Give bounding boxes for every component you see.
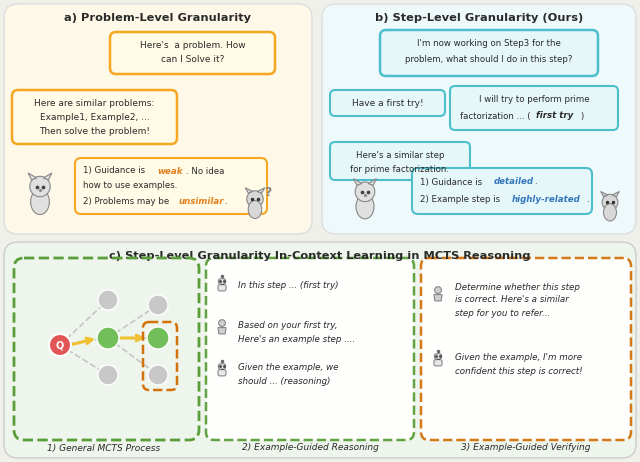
- Text: b) Step-Level Granularity (Ours): b) Step-Level Granularity (Ours): [375, 13, 583, 23]
- FancyBboxPatch shape: [380, 30, 598, 76]
- Text: Determine whether this step: Determine whether this step: [455, 282, 580, 292]
- Text: for prime factorization.: for prime factorization.: [351, 164, 449, 174]
- Text: In this step ... (first try): In this step ... (first try): [238, 281, 339, 291]
- Polygon shape: [245, 188, 253, 193]
- Circle shape: [219, 320, 225, 327]
- Polygon shape: [353, 179, 362, 185]
- Circle shape: [98, 290, 118, 310]
- Text: ): ): [580, 111, 583, 121]
- Ellipse shape: [31, 189, 49, 214]
- Ellipse shape: [356, 194, 374, 219]
- Text: detailed: detailed: [494, 177, 534, 187]
- Polygon shape: [257, 188, 265, 193]
- FancyBboxPatch shape: [12, 90, 177, 144]
- FancyBboxPatch shape: [421, 258, 631, 440]
- FancyBboxPatch shape: [218, 370, 226, 376]
- Ellipse shape: [604, 204, 616, 221]
- Text: 1) Guidance is: 1) Guidance is: [83, 166, 148, 176]
- FancyBboxPatch shape: [110, 32, 275, 74]
- Text: step for you to refer...: step for you to refer...: [455, 309, 550, 317]
- Text: 2) Example-Guided Reasoning: 2) Example-Guided Reasoning: [241, 444, 378, 452]
- Text: Example1, Example2, ...: Example1, Example2, ...: [40, 113, 149, 122]
- Text: Based on your first try,: Based on your first try,: [238, 322, 337, 330]
- Text: . No idea: . No idea: [186, 166, 225, 176]
- Text: is correct. Here's a similar: is correct. Here's a similar: [455, 296, 569, 304]
- Text: c) Step-Level Granularity In-Context Learning in MCTS Reasoning: c) Step-Level Granularity In-Context Lea…: [109, 251, 531, 261]
- Polygon shape: [44, 173, 52, 180]
- Text: Here's an example step ....: Here's an example step ....: [238, 334, 355, 344]
- FancyBboxPatch shape: [206, 258, 414, 440]
- Text: 2) Example step is: 2) Example step is: [420, 195, 503, 203]
- Text: first try: first try: [536, 111, 573, 121]
- Circle shape: [49, 334, 71, 356]
- Circle shape: [98, 365, 118, 385]
- Text: how to use examples.: how to use examples.: [83, 182, 177, 190]
- FancyBboxPatch shape: [218, 364, 226, 369]
- Circle shape: [247, 191, 263, 207]
- FancyBboxPatch shape: [4, 242, 636, 458]
- Text: Given the example, I'm more: Given the example, I'm more: [455, 353, 582, 363]
- Circle shape: [355, 182, 375, 201]
- FancyBboxPatch shape: [4, 4, 312, 234]
- Text: confident this step is correct!: confident this step is correct!: [455, 366, 582, 376]
- Text: .: .: [224, 196, 227, 206]
- Text: factorization ... (: factorization ... (: [460, 111, 531, 121]
- Text: Have a first try!: Have a first try!: [352, 98, 423, 108]
- FancyBboxPatch shape: [450, 86, 618, 130]
- Text: should ... (reasoning): should ... (reasoning): [238, 377, 330, 385]
- Text: weak: weak: [157, 166, 182, 176]
- Circle shape: [97, 327, 119, 349]
- Ellipse shape: [248, 201, 262, 219]
- Text: I'm now working on Step3 for the: I'm now working on Step3 for the: [417, 39, 561, 49]
- Text: 3) Example-Guided Verifying: 3) Example-Guided Verifying: [461, 444, 591, 452]
- Text: Q: Q: [56, 340, 64, 350]
- Polygon shape: [612, 191, 620, 196]
- Text: highly-related: highly-related: [512, 195, 580, 203]
- Polygon shape: [28, 173, 36, 180]
- Circle shape: [148, 295, 168, 315]
- Polygon shape: [600, 191, 608, 196]
- Text: 2) Problems may be: 2) Problems may be: [83, 196, 172, 206]
- FancyBboxPatch shape: [330, 90, 445, 116]
- Circle shape: [148, 365, 168, 385]
- FancyBboxPatch shape: [322, 4, 636, 234]
- Polygon shape: [218, 328, 226, 334]
- FancyBboxPatch shape: [435, 354, 442, 359]
- FancyBboxPatch shape: [434, 359, 442, 366]
- Text: 1) Guidance is: 1) Guidance is: [420, 177, 485, 187]
- Text: a) Problem-Level Granularity: a) Problem-Level Granularity: [65, 13, 252, 23]
- FancyBboxPatch shape: [218, 285, 226, 291]
- Text: Here's a similar step: Here's a similar step: [356, 151, 444, 159]
- Text: can I Solve it?: can I Solve it?: [161, 55, 224, 65]
- Text: I will try to perform prime: I will try to perform prime: [479, 95, 589, 103]
- Circle shape: [30, 176, 50, 197]
- Text: .: .: [586, 195, 589, 203]
- FancyBboxPatch shape: [218, 279, 226, 284]
- Text: 1) General MCTS Process: 1) General MCTS Process: [47, 444, 161, 452]
- Text: Here's  a problem. How: Here's a problem. How: [140, 42, 245, 50]
- Text: Then solve the problem!: Then solve the problem!: [39, 127, 150, 135]
- Circle shape: [147, 327, 169, 349]
- Polygon shape: [368, 179, 376, 185]
- FancyBboxPatch shape: [412, 168, 592, 214]
- FancyBboxPatch shape: [330, 142, 470, 180]
- Text: problem, what should I do in this step?: problem, what should I do in this step?: [405, 55, 573, 65]
- Text: unsimilar: unsimilar: [178, 196, 223, 206]
- Circle shape: [435, 287, 442, 293]
- Circle shape: [602, 195, 618, 210]
- FancyBboxPatch shape: [75, 158, 267, 214]
- Text: Given the example, we: Given the example, we: [238, 364, 339, 372]
- Text: .: .: [534, 177, 536, 187]
- Polygon shape: [434, 295, 442, 301]
- Text: ?: ?: [264, 186, 272, 199]
- Text: Here are similar problems:: Here are similar problems:: [35, 98, 155, 108]
